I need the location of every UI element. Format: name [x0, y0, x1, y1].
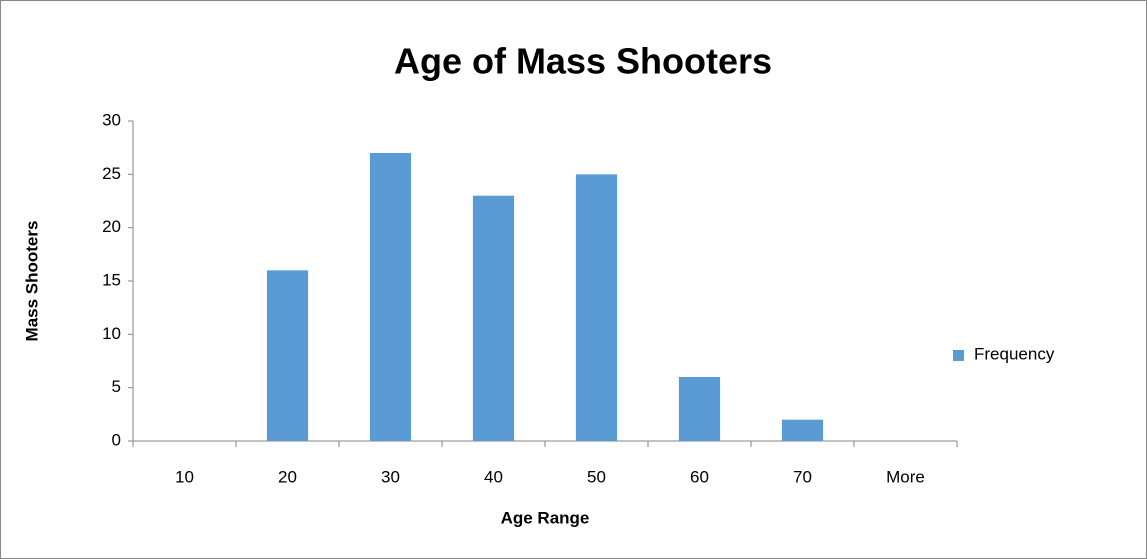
bar	[575, 174, 618, 442]
x-tick-label: 10	[175, 467, 194, 486]
y-tick-label: 0	[112, 430, 121, 449]
y-tick-label: 20	[102, 217, 121, 236]
bar	[266, 270, 309, 441]
x-tick-label: 50	[587, 467, 606, 486]
legend-label: Frequency	[974, 344, 1055, 363]
x-axis-label: Age Range	[501, 508, 590, 527]
bar	[678, 377, 721, 441]
x-tick-label: 70	[793, 467, 812, 486]
x-tick-label: 60	[690, 467, 709, 486]
y-tick-label: 15	[102, 270, 121, 289]
y-tick-label: 5	[112, 377, 121, 396]
y-tick-label: 30	[102, 110, 121, 129]
bar	[472, 195, 515, 441]
y-tick-label: 10	[102, 324, 121, 343]
legend-swatch	[953, 350, 964, 361]
x-tick-label: 20	[278, 467, 297, 486]
bar	[781, 419, 824, 441]
x-tick-label: More	[886, 467, 925, 486]
bar	[369, 153, 412, 441]
x-tick-label: 30	[381, 467, 400, 486]
y-axis-label: Mass Shooters	[22, 221, 41, 342]
chart-title: Age of Mass Shooters	[394, 41, 772, 82]
x-tick-label: 40	[484, 467, 503, 486]
y-tick-label: 25	[102, 164, 121, 183]
